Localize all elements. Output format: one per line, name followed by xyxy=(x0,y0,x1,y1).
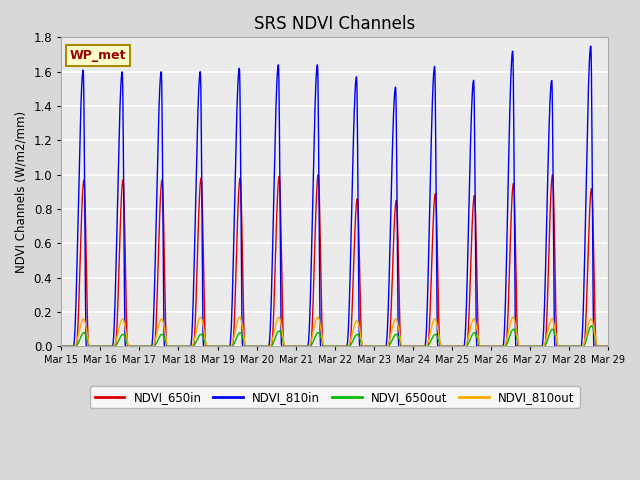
NDVI_650in xyxy=(538,344,546,349)
NDVI_650out xyxy=(365,344,372,349)
NDVI_810in xyxy=(468,108,476,113)
NDVI_810in xyxy=(538,344,545,349)
NDVI_650in xyxy=(604,344,611,349)
NDVI_650in xyxy=(314,172,322,178)
NDVI_650in xyxy=(365,344,372,349)
NDVI_810in xyxy=(604,344,612,349)
NDVI_650in xyxy=(58,344,65,349)
NDVI_810in xyxy=(58,344,65,349)
NDVI_810out xyxy=(197,314,205,320)
NDVI_650in xyxy=(468,231,476,237)
NDVI_810in xyxy=(554,344,561,349)
NDVI_650out xyxy=(604,344,611,349)
NDVI_650in xyxy=(554,344,561,349)
NDVI_650out xyxy=(554,341,561,347)
Text: WP_met: WP_met xyxy=(70,49,126,62)
Line: NDVI_810out: NDVI_810out xyxy=(61,317,608,347)
NDVI_650in xyxy=(604,344,612,349)
NDVI_810out xyxy=(538,344,546,349)
NDVI_650out xyxy=(58,344,65,349)
NDVI_810in xyxy=(604,344,611,349)
Title: SRS NDVI Channels: SRS NDVI Channels xyxy=(254,15,415,33)
NDVI_810in xyxy=(307,285,314,291)
NDVI_810out xyxy=(468,320,476,325)
NDVI_810out xyxy=(307,339,315,345)
NDVI_650out xyxy=(604,344,612,349)
NDVI_810in xyxy=(365,344,372,349)
NDVI_650in xyxy=(307,343,314,349)
Line: NDVI_810in: NDVI_810in xyxy=(61,46,608,347)
NDVI_810in xyxy=(587,43,595,49)
Legend: NDVI_650in, NDVI_810in, NDVI_650out, NDVI_810out: NDVI_650in, NDVI_810in, NDVI_650out, NDV… xyxy=(90,386,579,408)
Y-axis label: NDVI Channels (W/m2/mm): NDVI Channels (W/m2/mm) xyxy=(15,111,28,273)
NDVI_650out xyxy=(307,343,314,349)
NDVI_810out xyxy=(365,344,372,349)
NDVI_810out xyxy=(604,344,612,349)
NDVI_650out xyxy=(538,344,545,349)
NDVI_650out xyxy=(588,323,595,329)
NDVI_650out xyxy=(468,333,476,339)
NDVI_810out xyxy=(58,344,65,349)
NDVI_810out xyxy=(554,341,561,347)
Line: NDVI_650in: NDVI_650in xyxy=(61,175,608,347)
NDVI_810out xyxy=(604,344,611,349)
Line: NDVI_650out: NDVI_650out xyxy=(61,326,608,347)
